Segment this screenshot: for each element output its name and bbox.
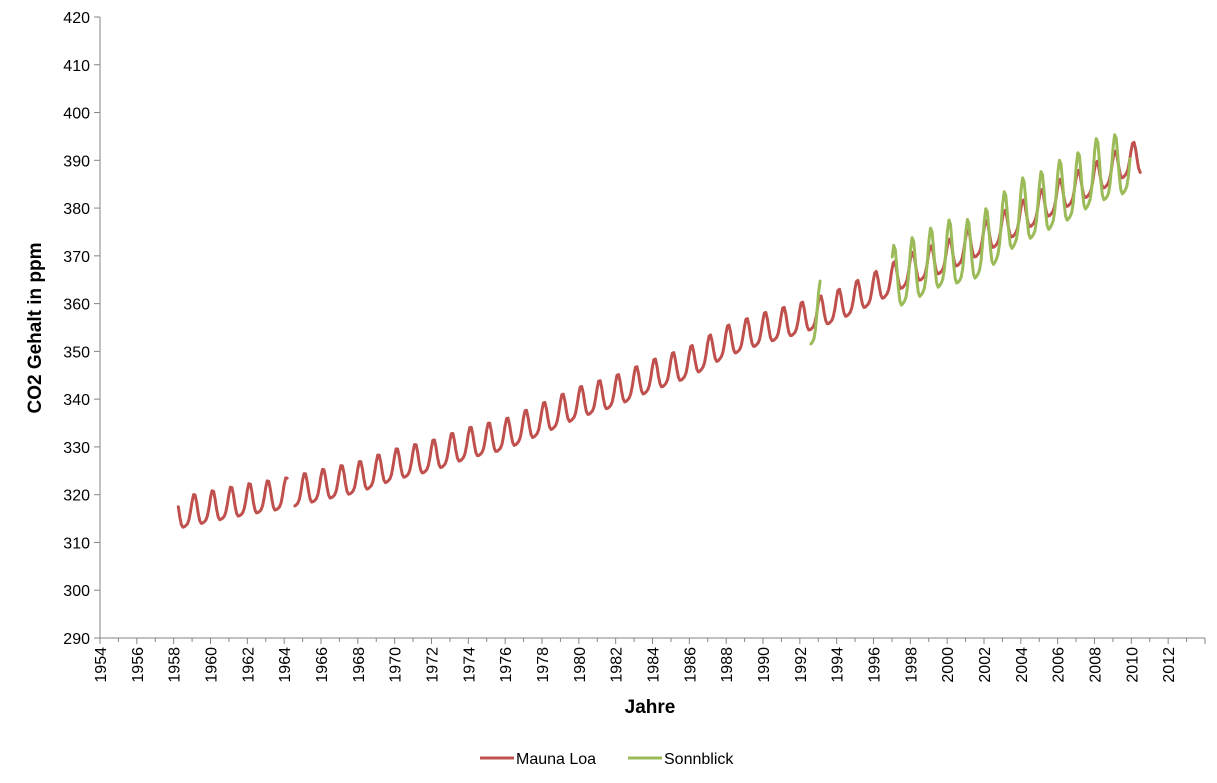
x-tick-label: 1996 — [867, 647, 884, 683]
x-tick-label: 1988 — [719, 647, 736, 683]
x-tick-label: 2004 — [1014, 647, 1031, 683]
x-tick-label: 1964 — [277, 647, 294, 683]
x-tick-label: 1978 — [535, 647, 552, 683]
x-tick-label: 1976 — [498, 647, 515, 683]
x-axis-title: Jahre — [625, 697, 676, 718]
y-tick-label: 300 — [63, 583, 90, 600]
x-tick-label: 1962 — [240, 647, 257, 683]
x-tick-label: 1986 — [682, 647, 699, 683]
legend: Mauna Loa Sonnblick — [480, 751, 734, 768]
x-tick-label: 1972 — [425, 647, 442, 683]
x-tick-label: 2000 — [940, 647, 957, 683]
legend-label: Sonnblick — [664, 751, 734, 768]
x-tick-label: 2002 — [977, 647, 994, 683]
y-tick-label: 330 — [63, 440, 90, 457]
x-tick-label: 1960 — [204, 647, 221, 683]
x-tick-label: 1990 — [756, 647, 773, 683]
legend-label: Mauna Loa — [516, 751, 596, 768]
x-tick-label: 1958 — [167, 647, 184, 683]
x-tick-label: 1968 — [351, 647, 368, 683]
x-tick-label: 1984 — [646, 647, 663, 683]
y-tick-label: 410 — [63, 58, 90, 75]
y-tick-label: 360 — [63, 297, 90, 314]
y-tick-label: 370 — [63, 249, 90, 266]
x-tick-label: 1956 — [130, 647, 147, 683]
y-tick-label: 420 — [63, 10, 90, 27]
x-tick-label: 2008 — [1088, 647, 1105, 683]
y-tick-label: 400 — [63, 106, 90, 123]
x-axis: 1954 1956 1958 1960 1962 1964 1966 1968 1970 1972… — [93, 637, 1206, 683]
x-tick-label: 1970 — [388, 647, 405, 683]
x-tick-label: 1974 — [461, 647, 478, 683]
y-tick-label: 350 — [63, 344, 90, 361]
x-tick-label: 1980 — [572, 647, 589, 683]
y-tick-label: 290 — [63, 631, 90, 648]
series-line-sonnblick — [809, 133, 1132, 346]
x-tick-label: 1998 — [903, 647, 920, 683]
x-tick-label: 1966 — [314, 647, 331, 683]
y-tick-label: 390 — [63, 153, 90, 170]
y-tick-label: 340 — [63, 392, 90, 409]
y-tick-label: 310 — [63, 535, 90, 552]
y-axis: 290 300 310 320 330 340 350 360 370 380 390 400 410 4… — [63, 10, 101, 648]
x-tick-label: 2006 — [1051, 647, 1068, 683]
x-tick-label: 1994 — [830, 647, 847, 683]
y-tick-label: 380 — [63, 201, 90, 218]
x-tick-label: 1992 — [793, 647, 810, 683]
series-group — [176, 133, 1142, 529]
x-tick-label: 1982 — [609, 647, 626, 683]
x-tick-label: 2010 — [1124, 647, 1141, 683]
y-tick-label: 320 — [63, 488, 90, 505]
x-tick-label: 1954 — [93, 647, 110, 683]
x-tick-label: 2012 — [1161, 647, 1178, 683]
y-axis-title: CO2 Gehalt in ppm — [25, 242, 46, 413]
